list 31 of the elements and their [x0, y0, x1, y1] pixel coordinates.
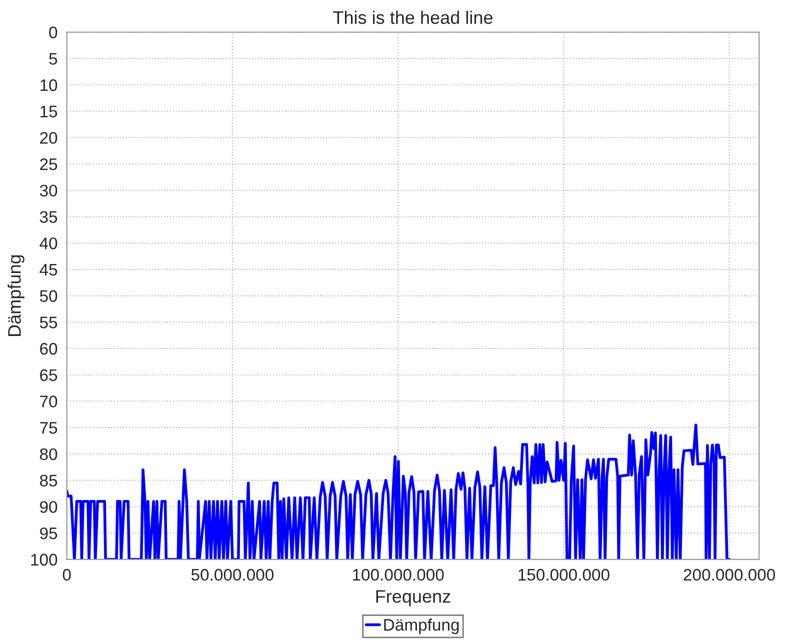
y-tick-label: 30	[40, 184, 58, 197]
x-tick-label: 150.000.000	[518, 568, 610, 581]
y-tick-label: 0	[49, 26, 58, 38]
y-axis-title: Dämpfung	[8, 255, 24, 336]
y-tick-label: 65	[40, 369, 58, 382]
y-tick-label: 100	[31, 554, 58, 566]
x-axis-title: Frequenz	[376, 590, 450, 606]
legend-label: Dämpfung	[384, 618, 459, 634]
y-tick-label: 75	[40, 422, 58, 434]
y-tick-label: 20	[40, 132, 58, 144]
y-tick-label: 70	[40, 396, 58, 408]
y-tick-label: 95	[40, 527, 58, 540]
y-tick-label: 5	[49, 53, 58, 65]
y-tick-label: 10	[40, 79, 58, 92]
y-tick-label: 60	[40, 342, 58, 355]
x-tick-label: 200.000.000	[684, 568, 775, 581]
x-tick-label: 50.000.000	[191, 568, 274, 581]
line-series	[66, 424, 731, 560]
y-tick-label: 40	[40, 237, 58, 250]
y-tick-label: 50	[40, 290, 58, 302]
y-tick-label: 45	[40, 264, 58, 276]
chart-title: This is the head line	[333, 10, 492, 24]
x-tick-label: 0	[62, 568, 71, 581]
y-tick-label: 15	[40, 106, 58, 118]
x-tick-label: 100.000.000	[352, 568, 444, 581]
y-tick-label: 85	[40, 474, 58, 487]
y-tick-label: 35	[40, 211, 58, 223]
y-tick-label: 25	[40, 158, 58, 170]
y-tick-label: 90	[40, 501, 58, 513]
y-tick-label: 55	[40, 316, 58, 328]
y-tick-label: 80	[40, 448, 58, 460]
